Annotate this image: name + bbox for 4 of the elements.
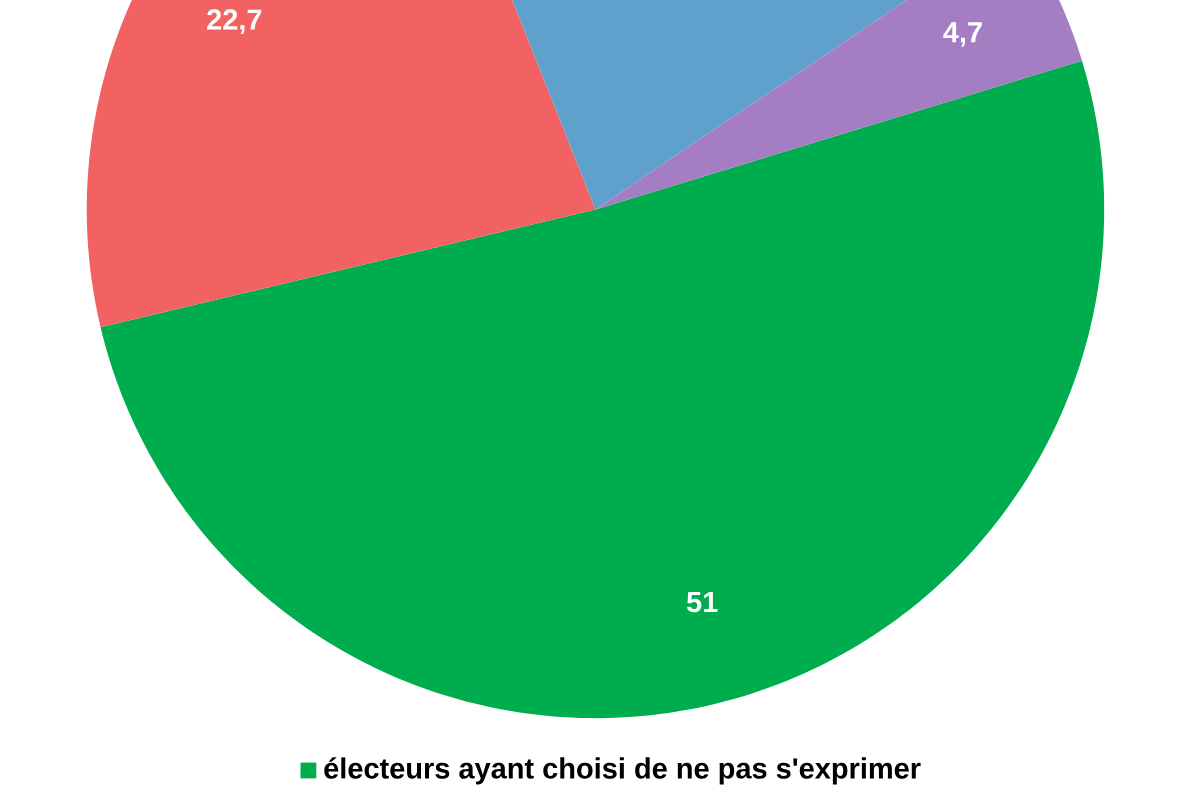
data-label: 22,7 xyxy=(207,9,262,34)
legend-label: électeurs ayant choisi de ne pas s'exprimer xyxy=(324,757,921,785)
data-label: 51 xyxy=(686,591,718,613)
data-label: 4,7 xyxy=(943,22,982,47)
